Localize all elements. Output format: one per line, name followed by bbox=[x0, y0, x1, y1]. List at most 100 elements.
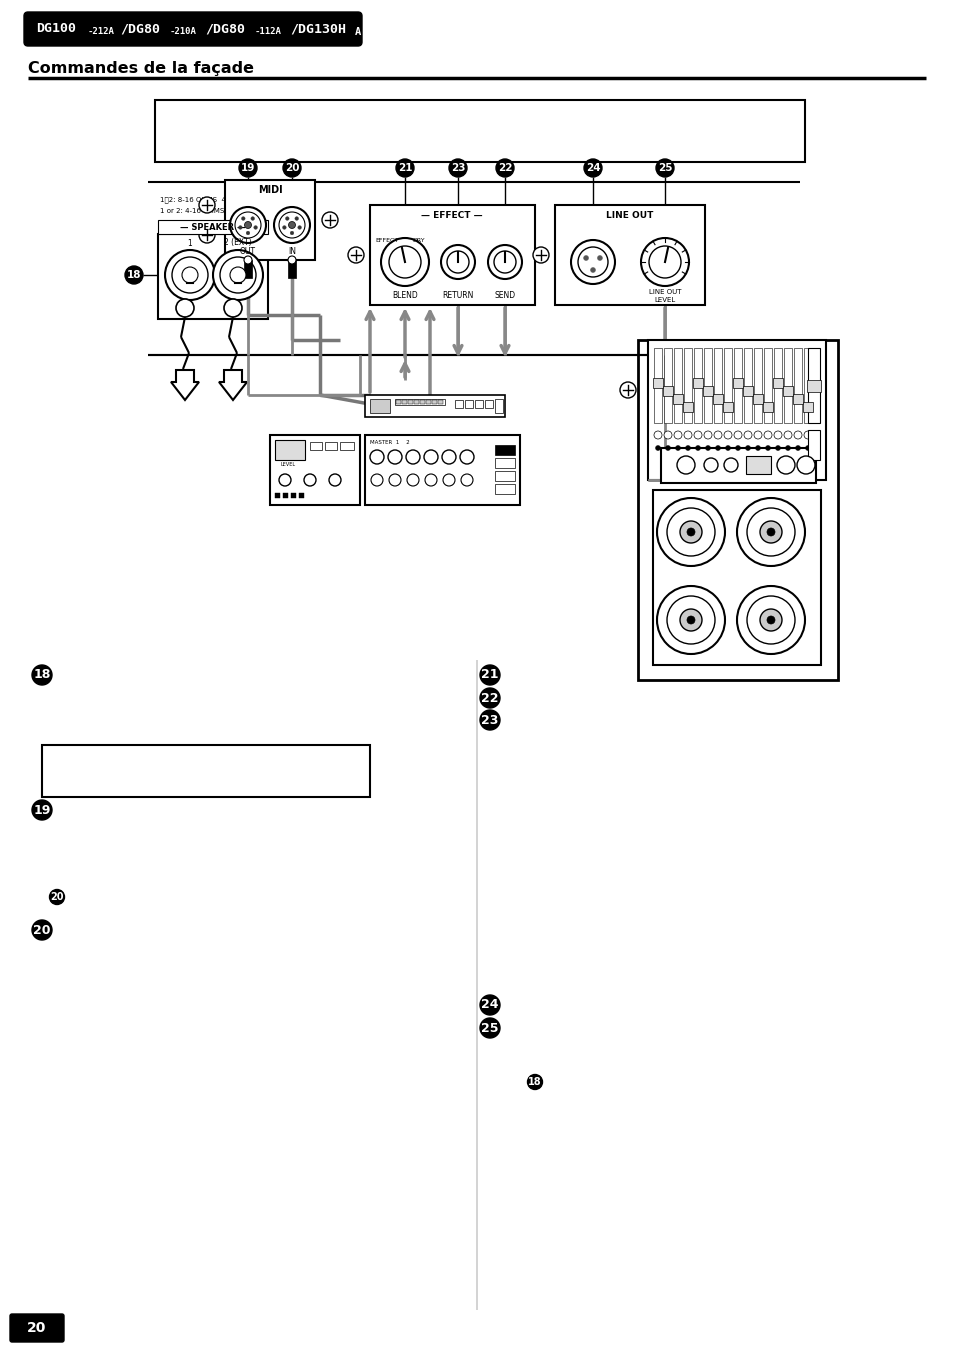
Bar bbox=[495, 444, 515, 455]
Bar bbox=[395, 400, 400, 404]
Circle shape bbox=[274, 207, 310, 243]
Text: -210A: -210A bbox=[170, 27, 196, 36]
Circle shape bbox=[442, 474, 455, 486]
Circle shape bbox=[775, 446, 780, 450]
Bar bbox=[713, 349, 721, 423]
Bar bbox=[763, 349, 771, 423]
Text: 25: 25 bbox=[657, 163, 672, 173]
Bar bbox=[395, 399, 444, 405]
Circle shape bbox=[479, 665, 499, 685]
Circle shape bbox=[175, 299, 193, 317]
Circle shape bbox=[253, 226, 257, 230]
Bar bbox=[365, 435, 519, 505]
Circle shape bbox=[238, 226, 242, 230]
Circle shape bbox=[735, 446, 740, 450]
Bar bbox=[310, 442, 322, 450]
Circle shape bbox=[329, 474, 340, 486]
Circle shape bbox=[282, 226, 286, 230]
Text: 20: 20 bbox=[33, 924, 51, 936]
Bar bbox=[773, 349, 781, 423]
Circle shape bbox=[760, 609, 781, 631]
Bar bbox=[673, 349, 681, 423]
Bar bbox=[683, 349, 691, 423]
Bar bbox=[662, 386, 672, 396]
Circle shape bbox=[388, 450, 401, 463]
Text: 22: 22 bbox=[497, 163, 512, 173]
Bar bbox=[733, 349, 741, 423]
Circle shape bbox=[389, 246, 420, 278]
Circle shape bbox=[619, 382, 636, 399]
Bar bbox=[158, 220, 268, 234]
Circle shape bbox=[479, 1019, 499, 1038]
Circle shape bbox=[479, 711, 499, 730]
Text: OUT: OUT bbox=[240, 247, 255, 257]
Circle shape bbox=[230, 207, 266, 243]
Circle shape bbox=[683, 431, 691, 439]
Bar bbox=[652, 378, 662, 388]
Circle shape bbox=[278, 212, 305, 238]
Circle shape bbox=[571, 240, 615, 284]
Circle shape bbox=[424, 474, 436, 486]
Bar bbox=[274, 493, 280, 499]
Text: /DG80: /DG80 bbox=[205, 23, 245, 35]
Bar bbox=[772, 378, 782, 388]
Circle shape bbox=[348, 247, 364, 263]
Text: /DG80: /DG80 bbox=[120, 23, 160, 35]
Circle shape bbox=[395, 159, 414, 177]
Circle shape bbox=[803, 431, 811, 439]
Text: Commandes de la façade: Commandes de la façade bbox=[28, 61, 253, 76]
Circle shape bbox=[776, 457, 794, 474]
Circle shape bbox=[746, 596, 794, 644]
Bar bbox=[495, 484, 515, 494]
Circle shape bbox=[685, 446, 690, 450]
Circle shape bbox=[583, 255, 588, 261]
Text: LEVEL: LEVEL bbox=[280, 462, 295, 467]
Text: 1 or 2: 4-16 OHMS  8 OHMS = 80 W: 1 or 2: 4-16 OHMS 8 OHMS = 80 W bbox=[160, 208, 285, 213]
Circle shape bbox=[654, 431, 661, 439]
Text: 25: 25 bbox=[480, 1021, 498, 1035]
Circle shape bbox=[705, 446, 710, 450]
Bar bbox=[244, 259, 252, 278]
Bar bbox=[663, 349, 671, 423]
Circle shape bbox=[713, 431, 721, 439]
Circle shape bbox=[763, 431, 771, 439]
Text: LINE OUT: LINE OUT bbox=[648, 289, 680, 295]
Circle shape bbox=[665, 446, 670, 450]
Bar bbox=[455, 400, 462, 408]
Text: SEND: SEND bbox=[494, 290, 515, 300]
Bar bbox=[703, 349, 711, 423]
Text: DRY: DRY bbox=[412, 238, 424, 242]
Text: 20: 20 bbox=[51, 892, 64, 902]
Circle shape bbox=[527, 1074, 542, 1089]
Bar bbox=[288, 259, 295, 278]
Circle shape bbox=[488, 245, 521, 280]
Circle shape bbox=[460, 474, 473, 486]
Text: -112A: -112A bbox=[254, 27, 281, 36]
Circle shape bbox=[597, 255, 601, 261]
Bar bbox=[692, 378, 702, 388]
Bar bbox=[807, 430, 820, 459]
Circle shape bbox=[370, 450, 384, 463]
Circle shape bbox=[783, 431, 791, 439]
FancyArrow shape bbox=[219, 370, 247, 400]
Circle shape bbox=[479, 994, 499, 1015]
Circle shape bbox=[533, 247, 548, 263]
Circle shape bbox=[679, 609, 701, 631]
Bar bbox=[654, 349, 661, 423]
Bar bbox=[401, 400, 407, 404]
Circle shape bbox=[423, 450, 437, 463]
Bar bbox=[802, 403, 812, 412]
Circle shape bbox=[746, 508, 794, 557]
Circle shape bbox=[640, 238, 688, 286]
Circle shape bbox=[447, 251, 469, 273]
Circle shape bbox=[784, 446, 790, 450]
Circle shape bbox=[389, 474, 400, 486]
Circle shape bbox=[32, 665, 52, 685]
Circle shape bbox=[230, 267, 246, 282]
FancyBboxPatch shape bbox=[10, 1315, 64, 1342]
Circle shape bbox=[724, 446, 730, 450]
Circle shape bbox=[764, 446, 770, 450]
Circle shape bbox=[239, 159, 256, 177]
Circle shape bbox=[322, 212, 337, 228]
Circle shape bbox=[723, 431, 731, 439]
